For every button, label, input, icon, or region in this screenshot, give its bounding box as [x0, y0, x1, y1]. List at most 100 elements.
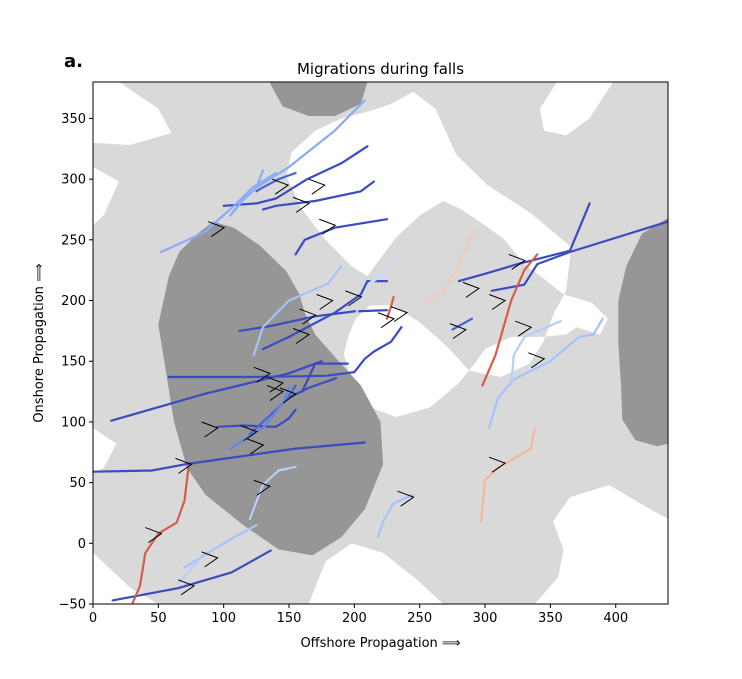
direction-arrow: [488, 294, 507, 310]
direction-arrow: [272, 178, 290, 195]
direction-arrow: [253, 479, 271, 496]
direction-arrow: [319, 218, 337, 235]
direction-arrows: [145, 178, 546, 596]
x-axis-label: Offshore Propagation ⟹: [300, 636, 460, 651]
y-tick-label: 300: [61, 173, 86, 188]
x-tick-label: 250: [407, 611, 432, 626]
migration-path: [490, 220, 668, 292]
direction-arrow: [201, 421, 219, 438]
migration-path: [451, 317, 474, 331]
migration-path: [110, 360, 323, 422]
direction-arrow: [390, 306, 409, 323]
direction-arrow: [253, 366, 271, 383]
direction-arrow: [292, 328, 311, 344]
migration-path: [111, 549, 272, 602]
migration-path: [385, 295, 395, 320]
direction-arrow: [316, 294, 334, 310]
direction-arrow: [397, 490, 415, 507]
x-tick-label: 150: [277, 611, 302, 626]
migration-path: [261, 180, 376, 211]
dark-region: [269, 82, 368, 116]
migration-path: [229, 169, 264, 217]
y-tick-label: −50: [59, 598, 86, 613]
migration-path: [481, 253, 539, 387]
migration-path: [487, 317, 604, 430]
migration-paths: [93, 99, 668, 604]
migration-path: [131, 466, 190, 604]
direction-arrow: [266, 376, 285, 393]
white-region: [93, 553, 159, 604]
direction-arrow: [449, 323, 467, 340]
chart-title: Migrations during falls: [297, 60, 464, 78]
y-tick-label: 100: [61, 415, 86, 430]
y-axis-label: Onshore Propagation ⟹: [32, 263, 47, 422]
white-region: [308, 543, 444, 604]
x-tick-label: 300: [473, 611, 498, 626]
migration-path: [301, 362, 349, 393]
x-tick-label: 350: [538, 611, 563, 626]
white-region: [93, 428, 117, 473]
migration-path: [366, 265, 390, 287]
panel-label: a.: [64, 51, 83, 72]
dark-region: [618, 218, 668, 447]
direction-arrow: [207, 221, 226, 238]
migration-path: [425, 229, 476, 306]
direction-arrow: [508, 253, 526, 270]
direction-arrow: [201, 551, 219, 568]
migration-path: [346, 259, 395, 336]
y-tick-label: 150: [61, 355, 86, 370]
plot-frame: [92, 81, 669, 605]
white-region: [286, 91, 608, 418]
migration-path: [510, 320, 562, 387]
migration-path: [294, 218, 389, 256]
white-region: [534, 485, 668, 604]
x-axis: 0 50 100 150 200 250 300 350 400: [89, 604, 628, 626]
migration-path: [176, 560, 199, 585]
migration-path: [255, 171, 297, 193]
direction-arrow: [345, 290, 363, 307]
x-tick-label: 0: [89, 611, 97, 626]
white-region: [93, 167, 120, 226]
direction-arrow: [515, 320, 533, 337]
x-tick-label: 400: [603, 611, 628, 626]
direction-arrow: [528, 352, 546, 369]
dark-region: [158, 221, 384, 556]
direction-arrow: [279, 387, 298, 404]
migration-path: [216, 408, 297, 428]
direction-arrow: [299, 308, 317, 325]
direction-arrow: [177, 579, 196, 596]
direction-arrow: [247, 438, 265, 455]
y-tick-label: 0: [78, 537, 86, 552]
migration-path: [252, 265, 343, 357]
x-tick-label: 200: [342, 611, 367, 626]
y-axis: −50 0 50 100 150 200 250 300 350: [59, 112, 93, 613]
migration-path: [248, 465, 297, 521]
y-tick-label: 350: [61, 112, 86, 127]
direction-arrow: [462, 281, 481, 298]
white-region: [539, 82, 614, 136]
migration-path: [159, 171, 278, 254]
direction-arrow: [292, 196, 311, 213]
migration-path: [93, 441, 366, 473]
migration-path: [183, 523, 258, 569]
direction-arrow: [488, 456, 507, 473]
direction-arrow: [145, 527, 163, 544]
migration-path: [222, 145, 369, 207]
background-regions: [93, 82, 668, 604]
direction-arrow: [240, 425, 258, 442]
x-tick-label: 100: [211, 611, 236, 626]
migration-path: [238, 309, 389, 332]
direction-arrow: [377, 312, 396, 329]
migration-path: [376, 493, 415, 539]
direction-arrow: [308, 178, 326, 195]
migration-path: [167, 326, 403, 379]
y-tick-label: 50: [69, 476, 86, 491]
white-region: [93, 82, 172, 146]
x-tick-label: 50: [150, 611, 167, 626]
y-tick-label: 200: [61, 294, 86, 309]
direction-arrow: [175, 457, 193, 474]
y-tick-label: 250: [61, 233, 86, 248]
migration-path: [457, 202, 591, 283]
direction-arrow: [266, 385, 285, 401]
